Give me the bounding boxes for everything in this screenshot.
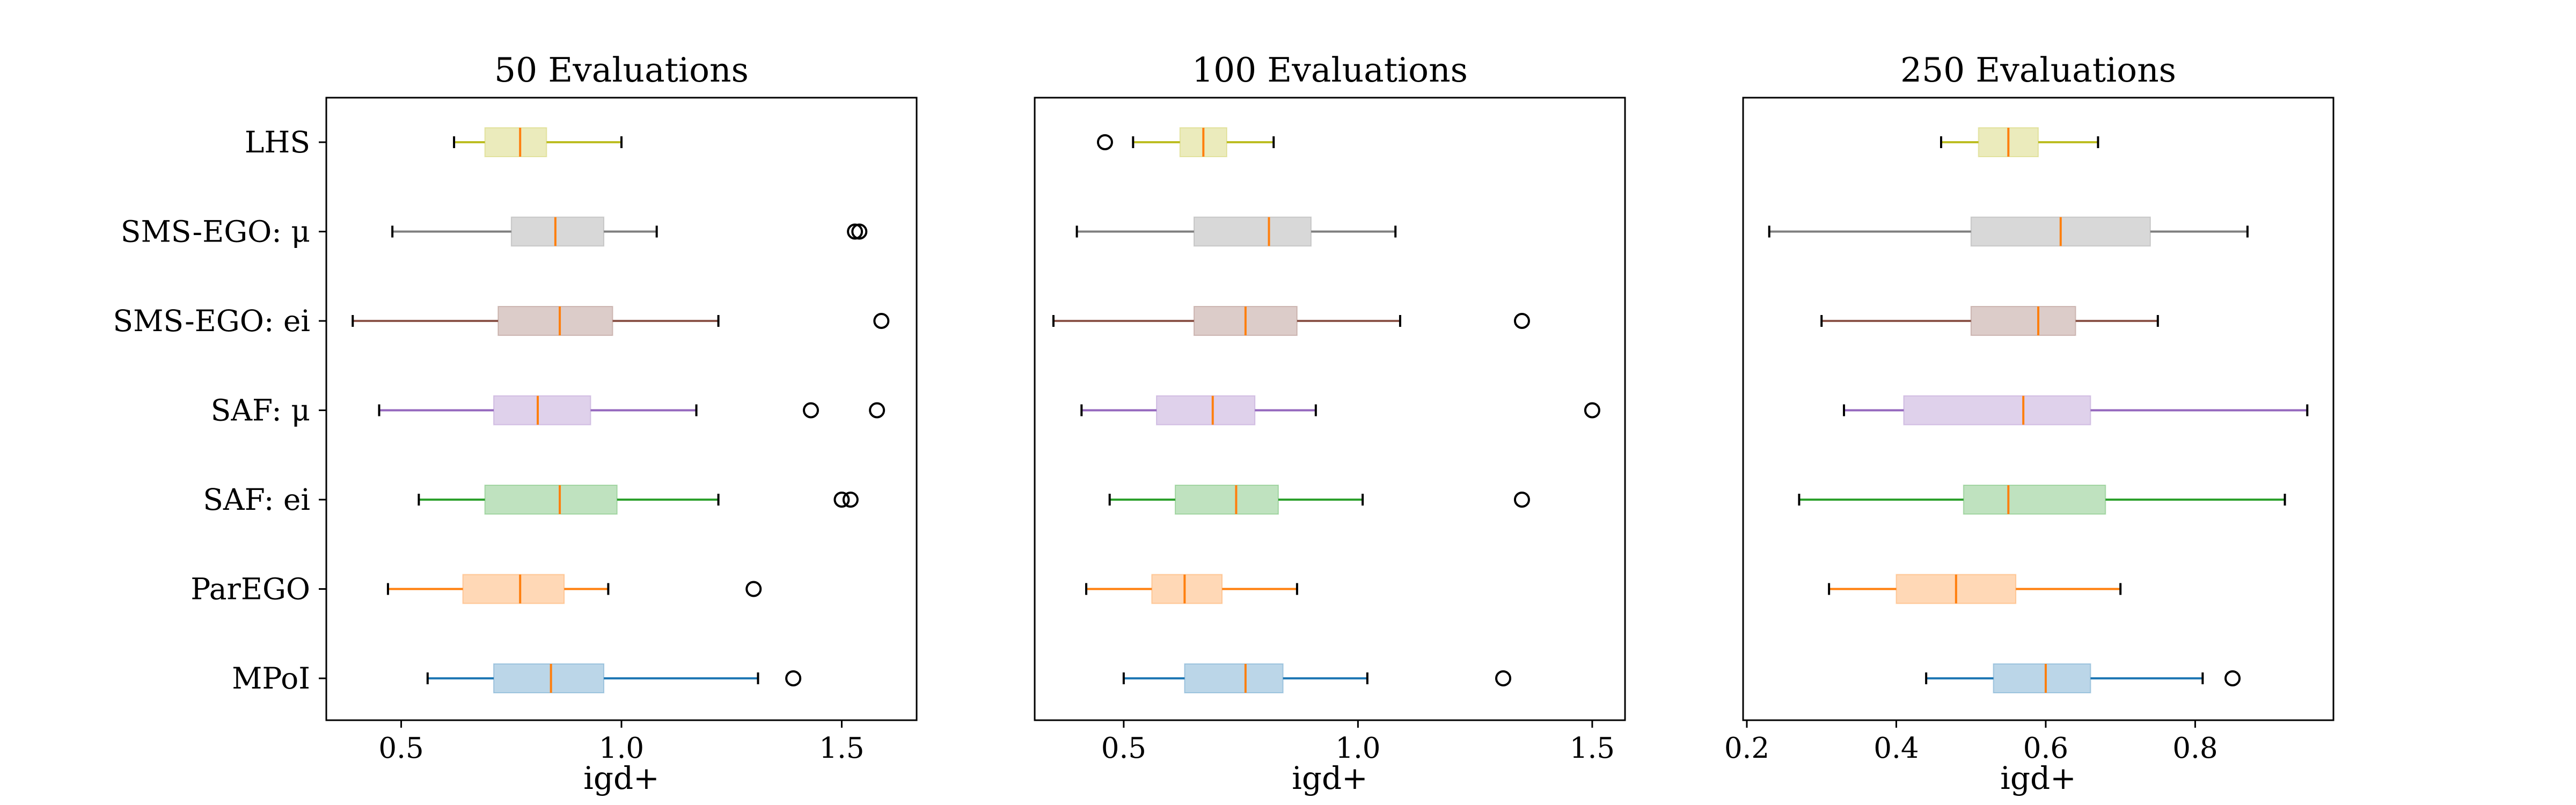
outlier-point (842, 492, 859, 508)
panel-2: 100 Evaluations 0.5 1.0 1.5 igd+ (1034, 50, 1626, 796)
x-tick-label: 0.8 (2172, 732, 2218, 765)
box-sms-ego-mu (1768, 216, 2249, 247)
box-mpoi (426, 663, 802, 693)
iqr-box (1970, 306, 2076, 336)
x-axis-label: igd+ (583, 760, 659, 796)
iqr-box (1184, 663, 1284, 693)
box-parego (1085, 574, 1298, 604)
box-saf-ei (418, 485, 859, 515)
iqr-box (493, 395, 591, 426)
outlier-point (851, 223, 868, 240)
category-label-sms-ego-ei: SMS-EGO: ei (113, 304, 310, 338)
box-sms-ego-ei (352, 306, 890, 336)
category-label-sms-ego-mu: SMS-EGO: μ (121, 215, 310, 249)
x-tick-label: 1.5 (819, 732, 864, 765)
x-tick-label: 0.5 (378, 732, 423, 765)
x-axis-label: igd+ (2000, 760, 2076, 796)
iqr-box (1963, 485, 2106, 515)
box-saf-ei (1108, 485, 1530, 515)
iqr-box (1903, 395, 2091, 426)
panel-title: 50 Evaluations (494, 50, 749, 90)
outlier-point (2224, 670, 2241, 686)
box-sms-ego-mu (391, 216, 868, 247)
outlier-point (1495, 670, 1512, 686)
panel-title: 250 Evaluations (1900, 50, 2176, 90)
category-label-lhs: LHS (245, 125, 310, 159)
outlier-point (833, 492, 850, 508)
outlier-point (873, 313, 890, 329)
outlier-point (869, 402, 885, 419)
panel-1: 50 Evaluations 0.5 1.0 1.5 igd+ LHS SMS-EGO: μ… (113, 50, 918, 796)
outlier-point (1584, 402, 1600, 419)
box-sms-ego-mu (1075, 216, 1397, 247)
x-tick-label: 0.5 (1101, 732, 1146, 765)
axes-frame (1742, 97, 2334, 721)
panel-title: 100 Evaluations (1192, 50, 1468, 90)
x-tick-label: 0.4 (1874, 732, 1919, 765)
iqr-box (1155, 395, 1256, 426)
outlier-point (802, 402, 819, 419)
box-mpoi (1925, 663, 2241, 693)
box-saf-mu (1842, 395, 2309, 426)
category-label-saf-mu: SAF: μ (211, 393, 310, 428)
iqr-box (1193, 216, 1312, 247)
x-tick-label: 0.6 (2023, 732, 2068, 765)
category-label-parego: ParEGO (191, 572, 310, 606)
box-lhs (453, 127, 623, 157)
x-tick-label: 1.0 (1335, 732, 1380, 765)
iqr-box (1993, 663, 2091, 693)
outlier-point (1513, 492, 1530, 508)
x-tick-label: 1.5 (1570, 732, 1615, 765)
iqr-box (484, 127, 547, 157)
category-label-saf-ei: SAF: ei (203, 482, 310, 517)
axes-frame (1034, 97, 1626, 721)
box-lhs (1940, 127, 2099, 157)
iqr-box (493, 663, 605, 693)
outlier-point (1513, 313, 1530, 329)
category-label-mpoi: MPoI (232, 661, 310, 696)
box-sms-ego-ei (1052, 306, 1530, 336)
x-tick-label: 1.0 (599, 732, 644, 765)
box-saf-mu (378, 395, 885, 426)
box-parego (386, 574, 762, 604)
iqr-box (510, 216, 605, 247)
iqr-box (1174, 485, 1279, 515)
outlier-point (847, 223, 863, 240)
x-tick-label: 0.2 (1724, 732, 1769, 765)
box-parego (1828, 574, 2122, 604)
outlier-point (1096, 134, 1113, 150)
panel-3: 250 Evaluations 0.2 0.4 0.6 0.8 igd+ (1724, 50, 2334, 796)
panels: 50 Evaluations 0.5 1.0 1.5 igd+ LHS SMS-EGO: μ… (113, 50, 2334, 796)
box-sms-ego-ei (1820, 306, 2159, 336)
box-lhs (1096, 127, 1275, 157)
outlier-point (785, 670, 802, 686)
iqr-box (1151, 574, 1223, 604)
axes-frame (325, 97, 918, 721)
box-saf-ei (1798, 485, 2286, 515)
box-saf-mu (1080, 395, 1600, 426)
box-mpoi (1122, 663, 1512, 693)
x-axis-label: igd+ (1292, 760, 1367, 796)
iqr-box (484, 485, 618, 515)
iqr-box (462, 574, 565, 604)
iqr-box (497, 306, 613, 336)
outlier-point (745, 581, 762, 597)
